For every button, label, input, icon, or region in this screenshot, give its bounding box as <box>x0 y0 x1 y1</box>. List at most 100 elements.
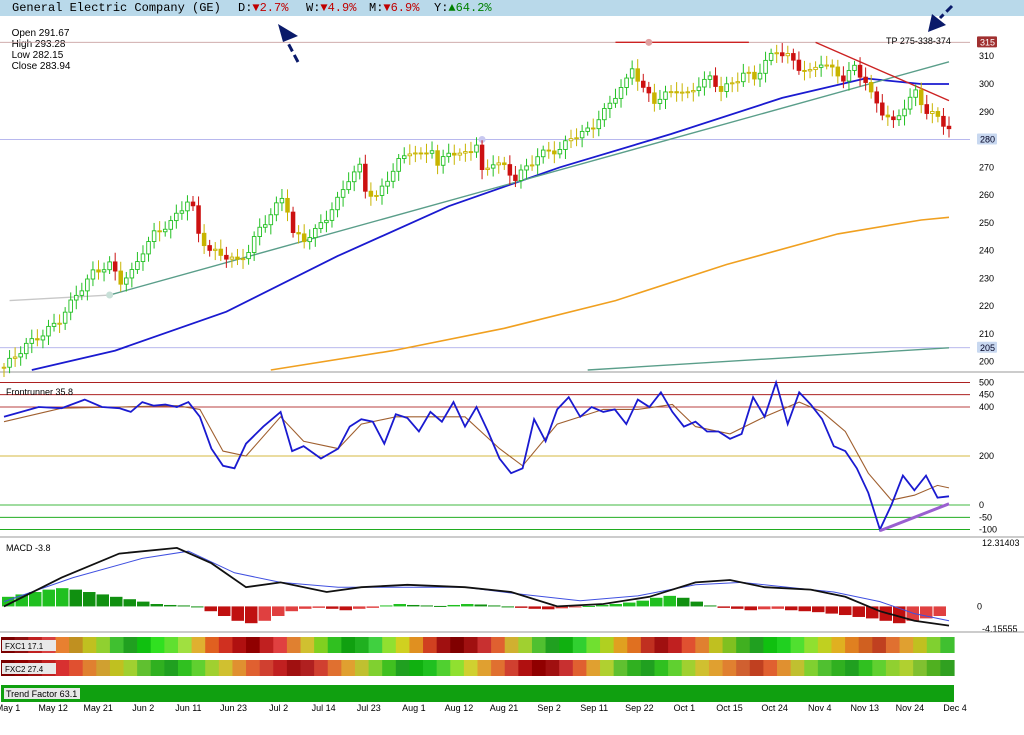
heat-cell <box>518 637 533 653</box>
macd-histogram-bar <box>164 604 177 607</box>
trendline <box>815 41 950 102</box>
macd-histogram-bar <box>2 596 15 607</box>
macd-histogram-bar <box>299 606 312 609</box>
candle-body <box>340 189 346 198</box>
price-panel: 200 210 220 230 240 250 260 270 280 290 300 310 315 2… <box>0 36 1024 377</box>
heat-cell <box>314 637 329 653</box>
macd-histogram-bar <box>177 605 190 607</box>
candle-body <box>785 53 791 57</box>
heat-cell <box>858 660 873 676</box>
macd-histogram-bar <box>15 594 28 607</box>
heat-cell <box>668 637 683 653</box>
price-tick-label: 230 <box>979 273 994 283</box>
candle-body <box>668 91 674 94</box>
macd-histogram-bar <box>69 589 82 607</box>
fxc-panels: FXC1 17.1 FXC2 27.4 <box>1 637 955 676</box>
macd-histogram-bar <box>596 604 609 607</box>
candle-body <box>101 269 107 273</box>
macd-histogram-bar <box>218 606 231 617</box>
candle-body <box>691 90 696 93</box>
heat-cell <box>286 637 302 653</box>
candle-body <box>429 150 435 154</box>
price-tick-label: 260 <box>979 190 994 200</box>
candle-body <box>118 270 123 285</box>
candle-body <box>485 167 490 170</box>
candle-body <box>301 233 307 243</box>
macd-histogram-bar <box>312 606 325 608</box>
heat-cell <box>259 637 274 653</box>
macd-histogram-bar <box>461 604 474 607</box>
frontrunner-label: Frontrunner 35.8 <box>6 387 73 397</box>
heat-cell <box>463 660 479 676</box>
heat-cell <box>436 660 451 676</box>
candle-body <box>791 53 796 61</box>
candle-body <box>841 75 846 82</box>
candle-body <box>874 91 879 104</box>
heat-cell <box>654 637 669 653</box>
candle-body <box>607 102 613 109</box>
candle-body <box>135 261 140 270</box>
heat-cell <box>450 637 465 653</box>
macd-histogram-bar <box>56 588 69 607</box>
macd-line <box>3 546 950 627</box>
x-tick-label: Nov 13 <box>851 703 880 713</box>
macd-panel: 12.31403 0 -4.15555 MACD -3.8 <box>0 538 1024 634</box>
macd-histogram-bar <box>339 606 352 611</box>
candle-body <box>535 156 540 166</box>
frontrunner-tick-label: 400 <box>979 402 994 412</box>
frontrunner-line <box>3 379 950 532</box>
macd-histogram-bar <box>326 606 339 609</box>
heat-cell <box>69 637 84 653</box>
candle-body <box>902 108 907 117</box>
macd-histogram-bar <box>744 606 757 611</box>
heat-cell <box>817 637 833 653</box>
candle-body <box>707 75 713 80</box>
candle-body <box>390 170 396 182</box>
x-tick-label: May 1 <box>0 703 20 713</box>
price-tick-label: 300 <box>979 79 994 89</box>
candle-body <box>268 214 274 226</box>
heat-cell <box>763 637 778 653</box>
candle-body <box>641 80 646 88</box>
candle-body <box>290 211 296 233</box>
candle-body <box>924 104 930 114</box>
heat-cell <box>627 637 642 653</box>
candle-body <box>757 72 763 80</box>
macd-histogram-bar <box>798 606 811 612</box>
heat-cell <box>96 660 111 676</box>
candle-body <box>618 87 624 99</box>
candle-body <box>813 66 818 71</box>
macd-histogram-bar <box>663 595 676 607</box>
heat-cell <box>926 660 941 676</box>
macd-histogram-bar <box>839 606 852 616</box>
candle-body <box>313 227 318 239</box>
heat-cell <box>395 637 411 653</box>
heat-cell <box>681 660 696 676</box>
macd-histogram-bar <box>704 605 717 607</box>
candle-body <box>768 52 774 61</box>
heat-cell <box>477 637 492 653</box>
macd-histogram-bar <box>150 604 163 607</box>
macd-histogram-bar <box>434 605 447 607</box>
heat-cell <box>164 637 179 653</box>
candle-body <box>440 156 446 166</box>
trend-factor-label: Trend Factor 63.1 <box>6 689 77 699</box>
candle-body <box>151 230 157 242</box>
heat-cell <box>177 660 193 676</box>
trend-anchor <box>106 291 114 299</box>
heat-cell <box>545 637 560 653</box>
candle-body <box>807 69 813 72</box>
x-tick-label: Nov 24 <box>896 703 925 713</box>
candle-body <box>74 294 79 301</box>
candle-body <box>935 111 941 117</box>
heat-cell <box>327 660 342 676</box>
candle-body <box>657 98 663 104</box>
heat-cell <box>531 660 547 676</box>
candle-body <box>23 342 29 355</box>
day-change: D:▼2.7% <box>238 1 289 15</box>
frontrunner-tick-label: 0 <box>979 500 984 510</box>
heat-cell <box>327 637 342 653</box>
candle-body <box>880 102 885 116</box>
macd-histogram-bar <box>191 606 204 608</box>
heat-label-bg <box>2 640 56 651</box>
